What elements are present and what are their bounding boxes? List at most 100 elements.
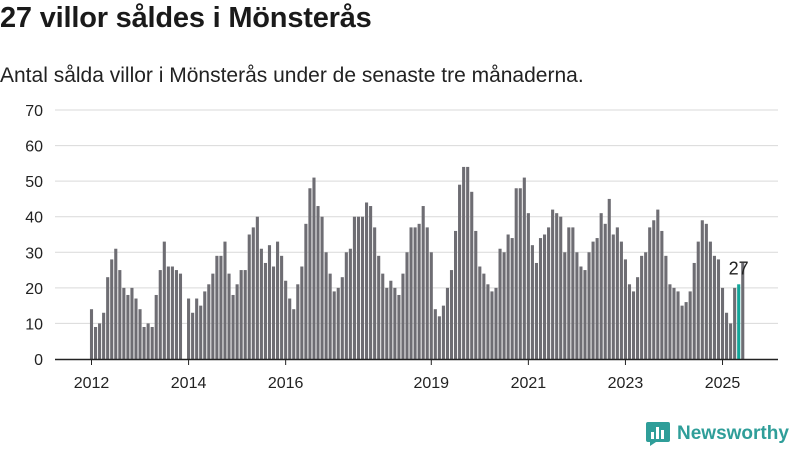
x-tick-label: 2025 (705, 375, 741, 392)
bar (413, 227, 417, 359)
bar (741, 262, 745, 359)
bar (304, 223, 308, 359)
bar (130, 287, 134, 359)
bar (514, 188, 518, 359)
bar (623, 259, 627, 359)
bar (636, 277, 640, 359)
bar (708, 241, 712, 359)
bar (660, 230, 664, 359)
bar (502, 252, 506, 359)
bar (243, 270, 247, 359)
bar (114, 248, 118, 359)
bar (611, 234, 615, 359)
bar (506, 234, 510, 359)
bar (377, 255, 381, 359)
bar (591, 241, 595, 359)
bar (490, 291, 494, 359)
bar (94, 326, 98, 359)
bar (587, 252, 591, 359)
bar (470, 191, 474, 359)
bar (191, 312, 195, 359)
bar (563, 252, 567, 359)
x-tick-label: 2019 (413, 375, 449, 392)
bar (397, 294, 401, 359)
bar (142, 326, 146, 359)
bar (389, 280, 393, 359)
bar (640, 255, 644, 359)
bar (688, 291, 692, 359)
bar (110, 259, 114, 359)
bar (716, 259, 721, 359)
bar (231, 294, 235, 359)
chart-title: 27 villor såldes i Mönsterås (0, 2, 372, 34)
bar (300, 266, 304, 359)
bar (405, 252, 409, 359)
bar (401, 273, 405, 359)
bar (259, 248, 263, 359)
bar (627, 284, 632, 359)
bar (381, 273, 385, 359)
bar (429, 252, 433, 359)
bar (223, 241, 227, 359)
bar (454, 230, 458, 359)
bar (583, 270, 587, 359)
bar (158, 270, 162, 359)
bar (162, 241, 166, 359)
bar (106, 277, 110, 359)
bar (421, 206, 425, 359)
bar (700, 220, 704, 359)
bar (348, 248, 352, 359)
bar (324, 252, 328, 359)
bar (312, 177, 316, 359)
bar (292, 309, 296, 359)
bar (239, 270, 243, 359)
bar (332, 291, 336, 359)
bar (619, 241, 623, 359)
bar (567, 227, 571, 359)
bar (575, 252, 579, 359)
bar (652, 220, 656, 359)
y-tick-label: 30 (25, 245, 43, 262)
bar-series (89, 166, 745, 359)
bar (672, 287, 676, 359)
bar (474, 230, 478, 359)
bar (542, 234, 547, 359)
bar (102, 312, 106, 359)
bar (595, 238, 599, 359)
bar (462, 166, 466, 359)
bar (696, 241, 700, 359)
bar (437, 316, 441, 359)
bar (89, 309, 94, 359)
bar (369, 206, 373, 359)
bar (328, 273, 332, 359)
bar (320, 216, 324, 359)
bar (211, 273, 215, 359)
bar (664, 255, 668, 359)
chart-subtitle: Antal sålda villor i Mönsterås under de … (0, 64, 584, 87)
bar (178, 273, 183, 359)
bar (648, 227, 652, 359)
bar (510, 238, 514, 359)
bar (725, 312, 729, 359)
bar (271, 266, 276, 359)
bar (344, 252, 348, 359)
bar (138, 309, 142, 359)
bar (356, 216, 361, 359)
bar (425, 227, 429, 359)
bar (441, 305, 445, 359)
bar-chart: 0 10 20 30 40 50 60 70 27 2012 2014 2016 2019 2021 202… (25, 103, 778, 392)
x-tick-label: 2014 (171, 375, 207, 392)
bar (486, 284, 490, 359)
bar (631, 291, 636, 359)
x-tick-label: 2021 (511, 375, 547, 392)
bar (518, 188, 522, 359)
bar (498, 248, 502, 359)
bar (360, 216, 365, 359)
bar (579, 266, 583, 359)
bar (267, 245, 272, 359)
y-tick-label: 20 (25, 281, 43, 298)
bar (215, 255, 219, 359)
bar (676, 291, 680, 359)
bar (263, 262, 267, 359)
newsworthy-logo[interactable]: Newsworthy (645, 421, 789, 447)
